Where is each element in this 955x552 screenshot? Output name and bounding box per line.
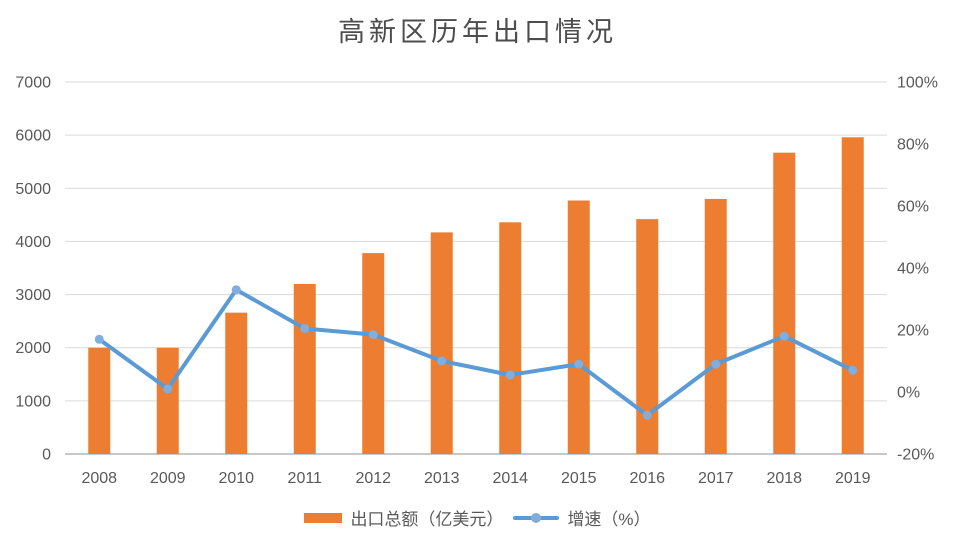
growth-marker-2012 <box>368 330 378 340</box>
left-axis-label-4000: 4000 <box>15 234 51 251</box>
left-axis-label-6000: 6000 <box>15 128 51 145</box>
x-axis-label-2019: 2019 <box>835 470 871 487</box>
right-axis-label-40%: 40% <box>897 261 929 278</box>
bar-2013 <box>430 232 453 454</box>
right-axis-label--20%: -20% <box>897 447 934 464</box>
bar-2015 <box>567 200 590 454</box>
growth-marker-2008 <box>94 334 104 344</box>
growth-line <box>97 287 855 418</box>
legend-item-growth: 增速（%） <box>513 505 651 530</box>
x-axis-label-2016: 2016 <box>629 470 665 487</box>
growth-marker-2014 <box>505 370 515 380</box>
bar-2011 <box>293 283 316 454</box>
bar-2008 <box>88 347 111 454</box>
bar-2010 <box>225 312 248 454</box>
legend-item-exports: 出口总额（亿美元） <box>304 505 503 530</box>
growth-marker-2013 <box>437 356 447 366</box>
left-axis-label-0: 0 <box>42 447 51 464</box>
x-axis-label-2012: 2012 <box>355 470 391 487</box>
bar-2012 <box>362 253 385 454</box>
left-axis-label-7000: 7000 <box>15 75 51 92</box>
line-series-label: 增速（%） <box>567 510 651 529</box>
left-axis-label-2000: 2000 <box>15 340 51 357</box>
x-axis-label-2010: 2010 <box>218 470 254 487</box>
left-axis-label-5000: 5000 <box>15 181 51 198</box>
right-axis-label-60%: 60% <box>897 199 929 216</box>
growth-marker-2019 <box>848 365 858 375</box>
line-series-marker-icon <box>531 512 542 523</box>
x-axis-label-2013: 2013 <box>424 470 460 487</box>
x-axis-label-2008: 2008 <box>81 470 117 487</box>
bar-series-swatch-icon <box>304 512 343 523</box>
growth-marker-2016 <box>642 410 652 420</box>
growth-marker-2017 <box>711 359 721 369</box>
bar-2016 <box>636 219 659 454</box>
x-axis-label-2017: 2017 <box>698 470 734 487</box>
left-axis-label-3000: 3000 <box>15 287 51 304</box>
x-axis-label-2011: 2011 <box>288 470 323 487</box>
growth-marker-2010 <box>231 285 241 295</box>
right-axis-label-80%: 80% <box>897 137 929 154</box>
growth-marker-2018 <box>779 331 789 341</box>
x-axis-label-2014: 2014 <box>492 470 528 487</box>
right-axis-label-20%: 20% <box>897 323 929 340</box>
chart-title: 高新区历年出口情况 <box>338 17 617 48</box>
x-axis-label-2018: 2018 <box>766 470 802 487</box>
x-axis-label-2009: 2009 <box>150 470 186 487</box>
chart-legend: 出口总额（亿美元） 增速（%） <box>0 505 955 530</box>
growth-marker-2015 <box>574 359 584 369</box>
bar-2019 <box>841 137 864 455</box>
bar-2017 <box>704 198 727 454</box>
bar-2018 <box>773 152 796 454</box>
line-series-swatch-icon <box>513 512 560 523</box>
growth-marker-2009 <box>163 384 173 394</box>
bar-series-label: 出口总额（亿美元） <box>350 510 504 529</box>
x-axis-label-2015: 2015 <box>561 470 597 487</box>
right-axis-label-100%: 100% <box>897 75 938 92</box>
right-axis-label-0%: 0% <box>897 385 920 402</box>
left-axis-label-1000: 1000 <box>15 393 51 410</box>
bar-2009 <box>156 347 179 454</box>
growth-marker-2011 <box>300 323 310 333</box>
bar-2014 <box>499 222 522 454</box>
